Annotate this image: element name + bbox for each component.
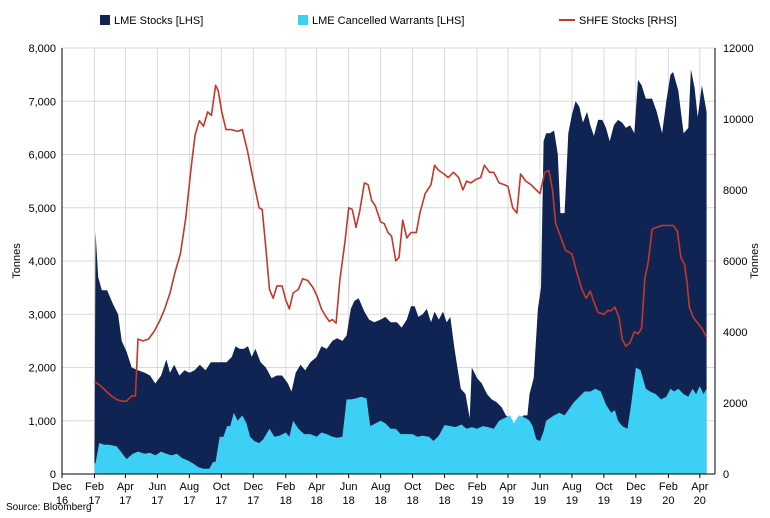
y-left-tick-label: 0 — [50, 469, 56, 481]
x-tick-label-month: Aug — [180, 481, 200, 493]
x-tick-label-year: 20 — [694, 495, 706, 507]
x-tick-label-year: 18 — [280, 495, 292, 507]
y-left-tick-label: 4,000 — [28, 256, 56, 268]
source-note: Source: Bloomberg — [6, 502, 92, 513]
area-series-0 — [94, 69, 707, 475]
x-tick-label-month: Aug — [562, 481, 582, 493]
legend-label: SHFE Stocks [RHS] — [579, 15, 677, 27]
x-tick-label-month: Apr — [117, 481, 134, 493]
line-series-group — [94, 84, 708, 402]
y-left-tick-label: 5,000 — [28, 203, 56, 215]
x-tick-label-month: Dec — [52, 481, 72, 493]
x-tick-label-month: Feb — [659, 481, 678, 493]
area-series-1 — [94, 367, 707, 474]
x-tick-label-month: Oct — [404, 481, 421, 493]
x-tick-label-month: Feb — [276, 481, 295, 493]
x-tick-label-year: 19 — [598, 495, 610, 507]
x-tick-label-month: Apr — [499, 481, 516, 493]
y-right-tick-label: 8000 — [723, 185, 747, 197]
x-tick-label-month: Dec — [435, 481, 455, 493]
x-tick-label-year: 18 — [438, 495, 450, 507]
x-tick-label-month: Apr — [691, 481, 708, 493]
y-left-tick-label: 6,000 — [28, 150, 56, 162]
y-right-tick-label: 2000 — [723, 398, 747, 410]
x-tick-label-year: 19 — [534, 495, 546, 507]
x-tick-label-month: Apr — [308, 481, 325, 493]
y-right-tick-label: 12000 — [723, 43, 754, 55]
x-tick-label-year: 19 — [630, 495, 642, 507]
legend-label: LME Cancelled Warrants [LHS] — [312, 15, 464, 27]
x-tick-label-month: Dec — [626, 481, 646, 493]
x-tick-label-year: 18 — [343, 495, 355, 507]
x-tick-label-month: Feb — [468, 481, 487, 493]
x-tick-label-year: 16 — [56, 495, 68, 507]
y-right-tick-label: 4000 — [723, 327, 747, 339]
x-tick-label-month: Jun — [340, 481, 358, 493]
y-left-tick-label: 7,000 — [28, 96, 56, 108]
legend-label: LME Stocks [LHS] — [114, 15, 203, 27]
x-tick-label-month: Jun — [149, 481, 167, 493]
x-tick-label-month: Dec — [244, 481, 264, 493]
x-tick-label-year: 17 — [119, 495, 131, 507]
x-tick-label-year: 18 — [311, 495, 323, 507]
x-tick-label-year: 18 — [375, 495, 387, 507]
y-right-tick-label: 0 — [723, 469, 729, 481]
x-tick-label-year: 20 — [662, 495, 674, 507]
x-tick-label-month: Jun — [531, 481, 549, 493]
x-tick-label-month: Oct — [213, 481, 230, 493]
y-left-tick-label: 8,000 — [28, 43, 56, 55]
x-tick-label-year: 18 — [406, 495, 418, 507]
x-tick-label-month: Oct — [595, 481, 612, 493]
x-tick-label-year: 17 — [183, 495, 195, 507]
x-tick-label-year: 17 — [151, 495, 163, 507]
area-series-group — [94, 69, 707, 475]
y-right-tick-label: 10000 — [723, 114, 754, 126]
legend: LME Stocks [LHS] LME Cancelled Warrants [… — [100, 15, 677, 27]
x-tick-label-month: Feb — [85, 481, 104, 493]
y-axis-right-title: Tonnes — [749, 243, 761, 279]
x-tick-label-year: 19 — [566, 495, 578, 507]
line-series-2 — [94, 84, 708, 402]
x-tick-label-month: Aug — [371, 481, 391, 493]
x-tick-label-year: 19 — [471, 495, 483, 507]
x-tick-label-year: 17 — [215, 495, 227, 507]
x-tick-label-year: 17 — [247, 495, 259, 507]
legend-swatch — [298, 15, 308, 25]
y-right-tick-label: 6000 — [723, 256, 747, 268]
y-left-tick-label: 2,000 — [28, 363, 56, 375]
x-tick-label-year: 17 — [88, 495, 100, 507]
y-axis-left-title: Tonnes — [11, 243, 23, 279]
legend-swatch — [100, 15, 110, 25]
y-left-tick-label: 1,000 — [28, 416, 56, 428]
axes-group: 0 1,000 2,000 3,000 4,000 5,000 6,000 7,000 8,00… — [28, 43, 753, 507]
x-tick-label-year: 19 — [502, 495, 514, 507]
y-left-tick-label: 3,000 — [28, 309, 56, 321]
